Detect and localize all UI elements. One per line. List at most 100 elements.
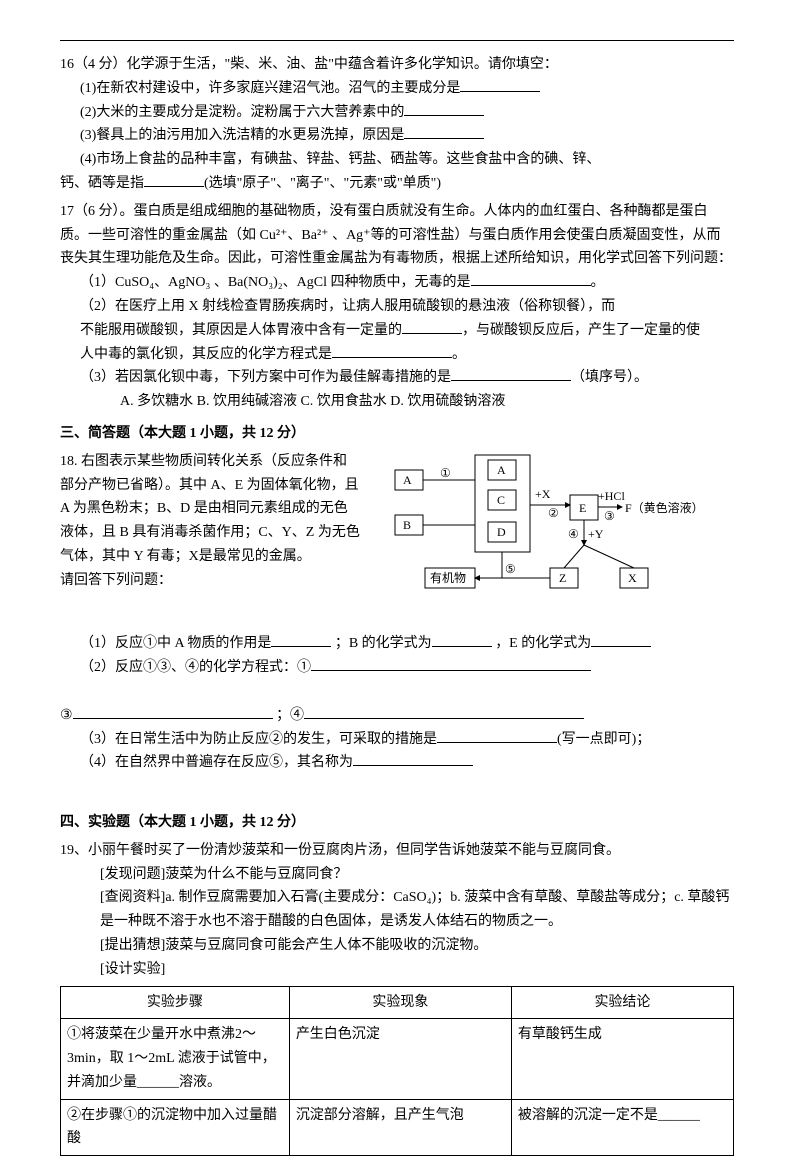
q17-p3-suffix: （填序号）。 [571,370,648,385]
blank [591,633,651,647]
q18-p2-4: ；④ [276,708,304,723]
q18-p2-34: ③ ；④ [60,704,734,728]
q17-p1-suffix: 。 [591,275,605,290]
q16-p2: (2)大米的主要成分是淀粉。淀粉属于六大营养素中的 [60,101,734,125]
cell-r2c1: ②在步骤①的沉淀物中加入过量醋酸 [61,1099,290,1156]
blank [144,173,204,187]
box-c: C [497,493,505,507]
q18-p1a: （1）反应①中 A 物质的作用是 [80,636,271,651]
label-5: ⑤ [505,562,516,576]
label-1: ① [440,466,451,480]
cell-r1c2: 产生白色沉淀 [289,1019,511,1099]
table-row: ①将菠菜在少量开水中煮沸2～3min，取 1～2mL 滤液于试管中，并滴加少量_… [61,1019,734,1099]
th-step: 实验步骤 [61,986,290,1019]
q16: 16（4 分）化学源于生活，"柴、米、油、盐"中蕴含着许多化学知识。请你填空： … [60,53,734,196]
cell-r2c2: 沉淀部分溶解，且产生气泡 [289,1099,511,1156]
q17-p2-suffix: 。 [452,347,466,362]
q17-p3: （3）若因氯化钡中毒，下列方案中可作为最佳解毒措施的是 （填序号）。 [60,366,734,390]
q18: 18. 右图表示某些物质间转化关系（反应条件和部分产物已省略）。其中 A、E 为… [60,450,734,775]
q18-intro: 18. 右图表示某些物质间转化关系（反应条件和部分产物已省略）。其中 A、E 为… [60,450,360,569]
th-phenom: 实验现象 [289,986,511,1019]
q19-intro: 19、小丽午餐时买了一份清炒菠菜和一份豆腐肉片汤，但同学告诉她菠菜不能与豆腐同食… [60,839,734,863]
q18-p1b: ；B 的化学式为 [335,636,432,651]
label-4: ④ [568,527,579,541]
q16-p3-text: (3)餐具上的油污用加入洗洁精的水更易洗掉，原因是 [80,128,404,143]
blank [311,657,591,671]
q16-p2-text: (2)大米的主要成分是淀粉。淀粉属于六大营养素中的 [80,105,404,120]
label-plusx: +X [535,487,551,501]
table-header-row: 实验步骤 实验现象 实验结论 [61,986,734,1019]
blank [437,729,557,743]
table-row: ②在步骤①的沉淀物中加入过量醋酸 沉淀部分溶解，且产生气泡 被溶解的沉淀一定不是… [61,1099,734,1156]
q19-refs: [查阅资料]a. 制作豆腐需要加入石膏(主要成分：CaSO₄)；b. 菠菜中含有… [60,886,734,934]
q17-p2c-text: ，与碳酸钡反应后，产生了一定量的使 [462,323,700,338]
q17-p3-text: （3）若因氯化钡中毒，下列方案中可作为最佳解毒措施的是 [80,370,451,385]
cell-r1c1: ①将菠菜在少量开水中煮沸2～3min，取 1～2mL 滤液于试管中，并滴加少量_… [61,1019,290,1099]
q18-p2: （2）反应①③、④的化学方程式：① [60,656,734,680]
q19-find: [发现问题]菠菜为什么不能与豆腐同食？ [60,863,734,887]
section4-title: 四、实验题（本大题 1 小题，共 12 分） [60,811,734,835]
q16-p4-l2-text: 钙、硒等是指 [60,176,144,191]
q16-intro: 16（4 分）化学源于生活，"柴、米、油、盐"中蕴含着许多化学知识。请你填空： [60,53,734,77]
exp-table: 实验步骤 实验现象 实验结论 ①将菠菜在少量开水中煮沸2～3min，取 1～2m… [60,986,734,1156]
blank [451,367,571,381]
section3-title: 三、简答题（本大题 1 小题，共 12 分） [60,422,734,446]
blank [404,102,484,116]
blank [460,78,540,92]
q19-guess: [提出猜想]菠菜与豆腐同食可能会产生人体不能吸收的沉淀物。 [60,934,734,958]
q18-p3: （3）在日常生活中为防止反应②的发生，可采取的措施是(写一点即可)； [60,728,734,752]
blank [471,272,591,286]
box-a-left: A [403,473,412,487]
box-a: A [497,463,506,477]
q16-p3: (3)餐具上的油污用加入洗洁精的水更易洗掉，原因是 [60,124,734,148]
q17-p2b: 不能服用碳酸钡，其原因是人体胃液中含有一定量的 ，与碳酸钡反应后，产生了一定量的使 [60,319,734,343]
blank [332,344,452,358]
cell-r2c3: 被溶解的沉淀一定不是______ [511,1099,733,1156]
top-rule [60,40,734,41]
label-2: ② [548,506,559,520]
box-z: Z [559,571,566,585]
q17-intro: 17（6 分）。蛋白质是组成细胞的基础物质，没有蛋白质就没有生命。人体内的血红蛋… [60,200,734,271]
box-b: B [403,518,411,532]
blank [271,633,331,647]
blank [353,752,473,766]
cell-r1c3: 有草酸钙生成 [511,1019,733,1099]
q17-p2a: （2）在医疗上用 X 射线检查胃肠疾病时，让病人服用硫酸钡的悬浊液（俗称钡餐），… [60,295,734,319]
q16-p4-suffix: (选填"原子"、"离子"、"元素"或"单质") [204,176,441,191]
q18-diagram: A A B C D E Z X [370,450,734,609]
q16-p1: (1)在新农村建设中，许多家庭兴建沼气池。沼气的主要成分是 [60,77,734,101]
q16-p4: (4)市场上食盐的品种丰富，有碘盐、锌盐、钙盐、硒盐等。这些食盐中含的碘、锌、 [60,148,734,172]
blank [402,320,462,334]
box-d: D [497,525,506,539]
q17-p2d: 人中毒的氯化钡，其反应的化学方程式是 。 [60,343,734,367]
box-e: E [579,501,586,515]
q18-p4-text: （4）在自然界中普遍存在反应⑤，其名称为 [80,755,353,770]
q16-p4-text: (4)市场上食盐的品种丰富，有碘盐、锌盐、钙盐、硒盐等。这些食盐中含的碘、锌、 [80,152,600,167]
q18-prompt: 请回答下列问题： [60,569,360,593]
q19-refs-text: [查阅资料]a. 制作豆腐需要加入石膏(主要成分：CaSO₄)；b. 菠菜中含有… [100,890,729,929]
box-organic: 有机物 [430,571,466,585]
q17-p2d-text: 人中毒的氯化钡，其反应的化学方程式是 [80,347,332,362]
q18-p2-text: （2）反应①③、④的化学方程式：① [80,660,311,675]
blank [404,125,484,139]
q17-options: A. 多饮糖水 B. 饮用纯碱溶液 C. 饮用食盐水 D. 饮用硫酸钠溶液 [60,390,734,414]
q17-p1: （1）CuSO₄、AgNO₃ 、Ba(NO₃)₂、AgCl 四种物质中，无毒的是… [60,271,734,295]
th-concl: 实验结论 [511,986,733,1019]
q19: 19、小丽午餐时买了一份清炒菠菜和一份豆腐肉片汤，但同学告诉她菠菜不能与豆腐同食… [60,839,734,1156]
label-plusy: +Y [588,527,604,541]
q17: 17（6 分）。蛋白质是组成细胞的基础物质，没有蛋白质就没有生命。人体内的血红蛋… [60,200,734,414]
q17-p1-text: （1）CuSO₄、AgNO₃ 、Ba(NO₃)₂、AgCl 四种物质中，无毒的是 [80,275,471,290]
q18-p3-suffix: (写一点即可)； [557,732,650,747]
q18-p2-3: ③ [60,708,73,723]
label-3: ③ [604,509,615,523]
blank [73,705,273,719]
label-plushcl: +HCl [598,489,625,503]
q18-p1: （1）反应①中 A 物质的作用是 ；B 的化学式为 ，E 的化学式为 [60,632,734,656]
q19-design: [设计实验] [60,958,734,982]
q16-p1-text: (1)在新农村建设中，许多家庭兴建沼气池。沼气的主要成分是 [80,81,460,96]
q18-p4: （4）在自然界中普遍存在反应⑤，其名称为 [60,751,734,775]
q16-p4-line2: 钙、硒等是指 (选填"原子"、"离子"、"元素"或"单质") [60,172,734,196]
label-f: F（黄色溶液） [625,500,704,515]
q17-p2b-text: 不能服用碳酸钡，其原因是人体胃液中含有一定量的 [80,323,402,338]
q18-p1c: ，E 的化学式为 [495,636,591,651]
